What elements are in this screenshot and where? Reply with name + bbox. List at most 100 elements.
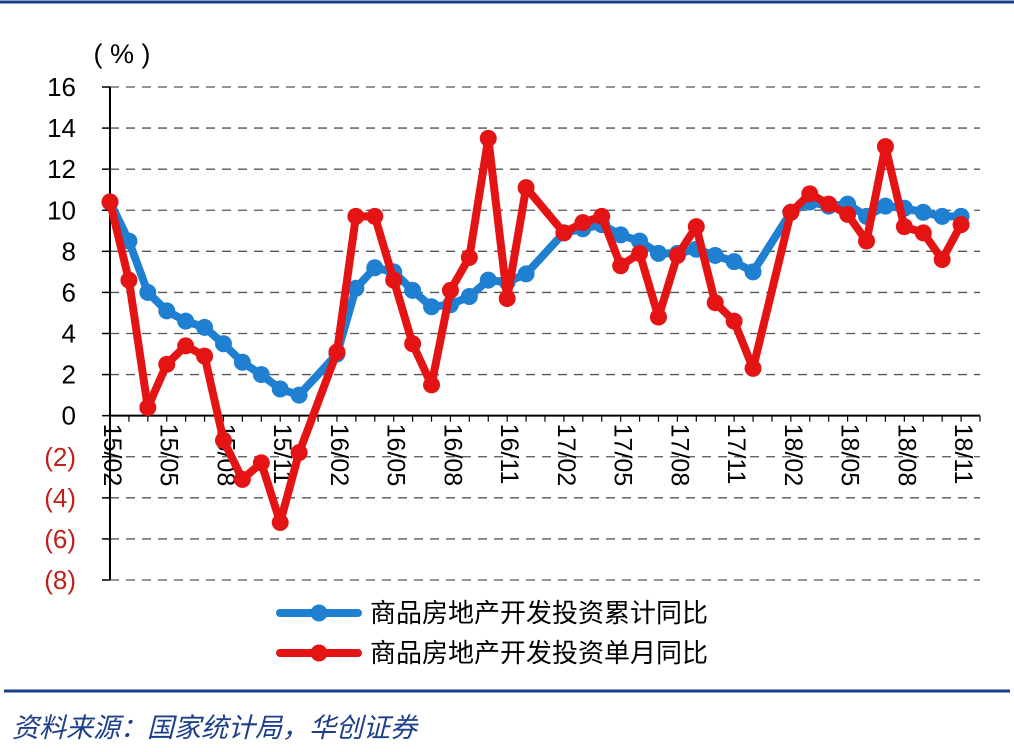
data-point-0-17 [423, 298, 441, 316]
x-tick-label-14: 18/08 [892, 424, 920, 487]
data-point-1-13 [347, 207, 365, 225]
line-chart: ( % ) 16 14 12 10 8 6 4 2 0 (2) (4) (6) (8) 15/02 15/… [0, 0, 1014, 693]
data-point-1-38 [820, 195, 838, 213]
data-point-1-24 [555, 224, 573, 242]
data-point-1-25 [574, 214, 592, 232]
x-tick-label-0: 15/02 [98, 424, 126, 487]
y-tick-label-8: 0 [62, 401, 76, 431]
y-tick-label-12: (8) [44, 565, 76, 595]
data-point-1-19 [460, 248, 478, 266]
y-tick-label-5: 6 [62, 277, 76, 307]
data-point-0-16 [404, 281, 422, 299]
data-point-0-41 [876, 197, 894, 215]
data-point-0-4 [177, 312, 195, 330]
x-tick-label-7: 16/11 [495, 424, 523, 485]
legend-marker-1 [310, 644, 328, 662]
data-point-1-41 [876, 138, 894, 156]
series-line-1 [106, 134, 966, 527]
data-point-0-29 [649, 244, 667, 262]
data-point-1-43 [914, 224, 932, 242]
series-0 [101, 193, 970, 404]
data-point-0-20 [479, 271, 497, 289]
data-point-0-5 [196, 318, 214, 336]
data-point-1-10 [290, 444, 308, 462]
data-point-1-36 [782, 203, 800, 221]
data-point-0-2 [139, 283, 157, 301]
legend-marker-0 [310, 604, 328, 622]
data-point-1-21 [498, 290, 516, 308]
data-point-1-20 [479, 129, 497, 147]
data-point-1-16 [404, 335, 422, 353]
data-point-1-27 [612, 257, 630, 275]
x-tick-label-6: 16/08 [438, 424, 466, 487]
series-1 [101, 129, 970, 531]
data-point-0-3 [158, 302, 176, 320]
x-tick-label-4: 16/02 [325, 424, 353, 487]
data-point-0-28 [631, 232, 649, 250]
data-point-1-17 [423, 376, 441, 394]
x-tick-label-8: 17/02 [552, 424, 580, 487]
data-point-1-44 [933, 251, 951, 269]
data-point-0-10 [290, 386, 308, 404]
x-tick-label-9: 17/05 [609, 424, 637, 487]
legend-label-0: 商品房地产开发投资累计同比 [370, 599, 708, 629]
data-point-0-9 [271, 380, 289, 398]
data-point-0-27 [612, 226, 630, 244]
data-point-1-9 [271, 513, 289, 531]
data-point-1-37 [801, 185, 819, 203]
data-point-0-44 [933, 207, 951, 225]
data-point-1-39 [839, 205, 857, 223]
data-point-1-42 [895, 218, 913, 236]
legend-label-1: 商品房地产开发投资单月同比 [370, 639, 708, 669]
data-point-1-0 [101, 193, 119, 211]
unit-label: ( % ) [94, 39, 151, 69]
data-point-1-15 [385, 271, 403, 289]
source-note: 资料来源：国家统计局，华创证券 [12, 713, 417, 744]
x-tick-label-15: 18/11 [949, 424, 977, 485]
y-tick-label-2: 12 [47, 154, 76, 184]
data-point-1-26 [593, 207, 611, 225]
y-tick-label-11: (6) [44, 524, 76, 554]
x-tick-label-10: 17/08 [665, 424, 693, 487]
data-point-0-33 [725, 253, 743, 271]
data-point-0-22 [517, 265, 535, 283]
data-point-1-32 [706, 294, 724, 312]
y-tick-label-6: 4 [62, 319, 76, 349]
y-tick-label-3: 10 [47, 195, 76, 225]
data-point-0-34 [744, 263, 762, 281]
data-point-0-43 [914, 203, 932, 221]
data-point-1-4 [177, 337, 195, 355]
y-tick-label-7: 2 [62, 360, 76, 390]
data-point-1-1 [120, 271, 138, 289]
data-point-0-7 [233, 353, 251, 371]
y-tick-label-1: 14 [47, 113, 76, 143]
data-point-0-32 [706, 246, 724, 264]
grid [110, 86, 980, 581]
data-point-0-19 [460, 288, 478, 306]
data-point-1-34 [744, 359, 762, 377]
data-point-0-6 [214, 335, 232, 353]
data-point-1-18 [441, 281, 459, 299]
data-point-1-29 [649, 308, 667, 326]
x-tick-label-12: 18/02 [779, 424, 807, 487]
series-group [101, 129, 970, 531]
y-tick-label-0: 16 [47, 72, 76, 102]
data-point-1-6 [214, 431, 232, 449]
data-point-1-22 [517, 179, 535, 197]
data-point-1-28 [631, 244, 649, 262]
data-point-1-2 [139, 398, 157, 416]
data-point-1-30 [668, 246, 686, 264]
x-tick-label-11: 17/11 [722, 424, 750, 485]
data-point-1-3 [158, 355, 176, 373]
y-tick-label-9: (2) [44, 442, 76, 472]
data-point-0-1 [120, 232, 138, 250]
data-point-1-7 [233, 470, 251, 488]
x-tick-label-1: 15/05 [155, 424, 183, 487]
data-point-0-14 [366, 259, 384, 277]
y-tick-label-4: 8 [62, 236, 76, 266]
data-point-0-8 [252, 366, 270, 384]
data-point-1-40 [858, 232, 876, 250]
data-point-1-33 [725, 312, 743, 330]
data-point-1-14 [366, 207, 384, 225]
